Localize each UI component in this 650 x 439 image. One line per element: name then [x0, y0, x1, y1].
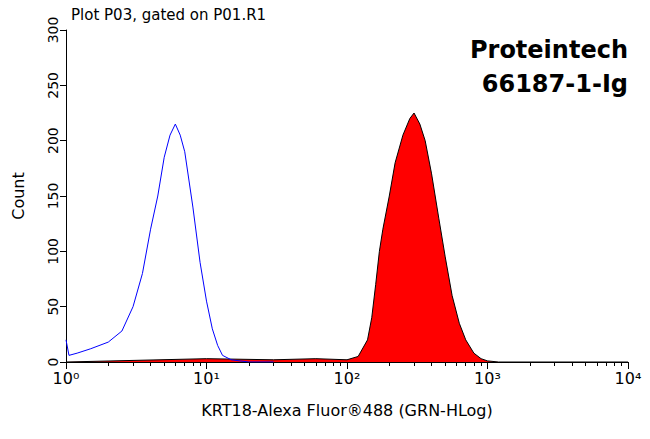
svg-text:10¹: 10¹ [193, 369, 220, 388]
svg-text:250: 250 [45, 72, 61, 99]
svg-text:50: 50 [45, 298, 61, 316]
svg-text:Count: Count [9, 172, 28, 220]
svg-text:KRT18-Alexa Fluor®488 (GRN-HLo: KRT18-Alexa Fluor®488 (GRN-HLog) [201, 401, 492, 420]
svg-text:100: 100 [45, 238, 61, 265]
svg-text:10⁴: 10⁴ [615, 369, 642, 388]
svg-text:66187-1-Ig: 66187-1-Ig [482, 70, 628, 98]
svg-text:0: 0 [45, 358, 61, 367]
svg-text:150: 150 [45, 183, 61, 210]
svg-text:Proteintech: Proteintech [470, 36, 628, 64]
svg-text:Plot P03, gated on P01.R1: Plot P03, gated on P01.R1 [71, 6, 266, 24]
svg-text:10⁰: 10⁰ [53, 369, 80, 388]
svg-text:200: 200 [45, 127, 61, 154]
svg-text:10³: 10³ [474, 369, 501, 388]
svg-text:300: 300 [45, 17, 61, 44]
svg-text:10²: 10² [334, 369, 361, 388]
